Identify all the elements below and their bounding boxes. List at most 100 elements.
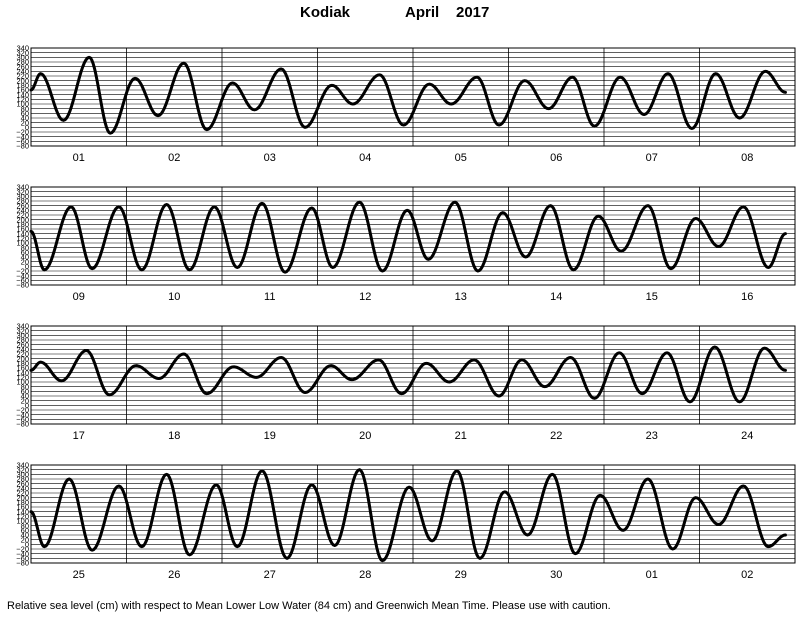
day-label: 07	[646, 152, 658, 164]
y-tick-label: 220	[16, 489, 29, 498]
y-tick-label: 320	[16, 465, 29, 474]
y-tick-label: 180	[16, 220, 29, 229]
y-tick-label: −20	[16, 406, 29, 415]
y-tick-label: 180	[16, 498, 29, 507]
panel-4: 3403203002802602402202001801601401201008…	[16, 461, 796, 581]
y-tick-label: 260	[16, 201, 29, 210]
y-tick-label: 300	[16, 331, 29, 340]
y-tick-label: 320	[16, 326, 29, 335]
panel-frame	[30, 186, 796, 286]
y-tick-label: −20	[16, 545, 29, 554]
y-tick-label: 160	[16, 86, 29, 95]
day-label: 23	[646, 430, 658, 442]
footnote: Relative sea level (cm) with respect to …	[7, 600, 611, 612]
day-label: 15	[646, 291, 658, 303]
y-tick-label: 320	[16, 187, 29, 196]
y-tick-label: 140	[16, 229, 29, 238]
panel-frame	[30, 325, 796, 425]
y-tick-label: 140	[16, 90, 29, 99]
day-label: 04	[359, 152, 371, 164]
y-tick-label: 260	[16, 62, 29, 71]
y-tick-label: 0	[25, 262, 29, 271]
tide-curve	[29, 200, 787, 274]
y-tick-label: −80	[16, 281, 29, 290]
y-tick-label: −60	[16, 276, 29, 285]
y-tick-label: 40	[21, 392, 29, 401]
y-tick-label: 240	[16, 206, 29, 215]
y-tick-label: 180	[16, 81, 29, 90]
y-tick-label: 120	[16, 95, 29, 104]
y-tick-label: 280	[16, 475, 29, 484]
day-label: 10	[168, 291, 180, 303]
y-tick-label: 0	[25, 123, 29, 132]
day-label: 21	[455, 430, 467, 442]
chart-title: Kodiak April 2017	[0, 4, 800, 28]
y-tick-label: 160	[16, 503, 29, 512]
y-tick-label: 140	[16, 368, 29, 377]
y-tick-label: 20	[21, 118, 29, 127]
y-tick-label: 300	[16, 53, 29, 62]
y-tick-label: 120	[16, 373, 29, 382]
y-tick-label: 240	[16, 345, 29, 354]
y-tick-label: 200	[16, 76, 29, 85]
day-label: 16	[741, 291, 753, 303]
y-tick-label: −20	[16, 128, 29, 137]
y-tick-label: 340	[16, 461, 29, 470]
day-label: 02	[168, 152, 180, 164]
y-tick-label: 120	[16, 512, 29, 521]
y-tick-label: 240	[16, 67, 29, 76]
y-tick-label: 120	[16, 234, 29, 243]
tide-curve	[29, 345, 787, 404]
day-label: 09	[73, 291, 85, 303]
y-tick-label: 60	[21, 109, 29, 118]
day-label: 17	[73, 430, 85, 442]
y-tick-label: 180	[16, 359, 29, 368]
day-label: 26	[168, 569, 180, 581]
y-tick-label: −80	[16, 142, 29, 151]
y-tick-label: 100	[16, 378, 29, 387]
y-tick-label: 140	[16, 507, 29, 516]
y-tick-label: 60	[21, 387, 29, 396]
title-station: Kodiak	[300, 4, 351, 21]
tide-curve	[29, 468, 787, 563]
y-tick-label: −60	[16, 137, 29, 146]
y-tick-label: 100	[16, 239, 29, 248]
day-label: 12	[359, 291, 371, 303]
panel-3: 3403203002802602402202001801601401201008…	[16, 322, 796, 442]
y-tick-label: 280	[16, 58, 29, 67]
y-tick-label: 280	[16, 336, 29, 345]
day-label: 02	[741, 569, 753, 581]
panel-frame	[30, 464, 796, 564]
y-tick-label: 220	[16, 211, 29, 220]
y-tick-label: 240	[16, 484, 29, 493]
tide-curve	[29, 55, 787, 135]
y-tick-label: 160	[16, 225, 29, 234]
panel-frame	[30, 47, 796, 147]
y-tick-label: 300	[16, 192, 29, 201]
y-tick-label: 280	[16, 197, 29, 206]
y-tick-label: 340	[16, 322, 29, 331]
day-label: 25	[73, 569, 85, 581]
y-tick-label: −40	[16, 410, 29, 419]
y-tick-label: 200	[16, 215, 29, 224]
y-tick-label: 80	[21, 521, 29, 530]
y-tick-label: 20	[21, 396, 29, 405]
y-tick-label: −80	[16, 559, 29, 568]
y-tick-label: −20	[16, 267, 29, 276]
y-tick-label: 260	[16, 479, 29, 488]
day-label: 14	[550, 291, 562, 303]
day-label: 01	[646, 569, 658, 581]
day-label: 28	[359, 569, 371, 581]
y-tick-label: 20	[21, 257, 29, 266]
day-label: 20	[359, 430, 371, 442]
y-tick-label: 0	[25, 401, 29, 410]
day-label: 01	[73, 152, 85, 164]
y-tick-label: 220	[16, 350, 29, 359]
day-label: 03	[264, 152, 276, 164]
day-label: 27	[264, 569, 276, 581]
panel-1: 3403203002802602402202001801601401201008…	[16, 44, 796, 164]
y-tick-label: 260	[16, 340, 29, 349]
day-label: 13	[455, 291, 467, 303]
day-label: 06	[550, 152, 562, 164]
